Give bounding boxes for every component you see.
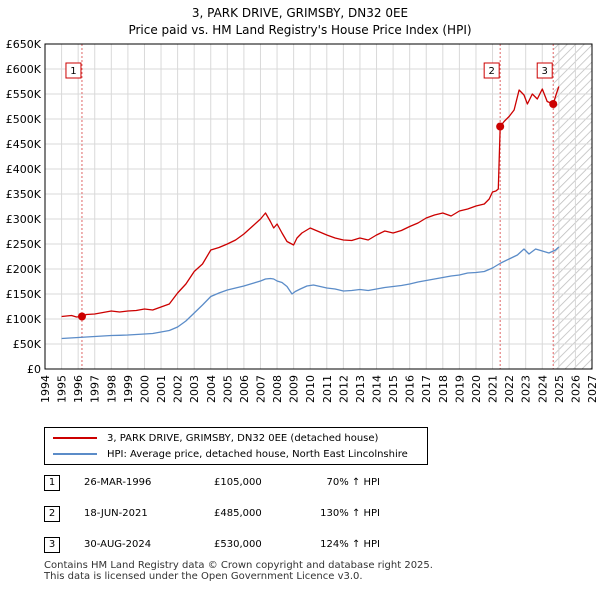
x-tick-label: 2013 — [354, 375, 367, 403]
x-tick-label: 2026 — [569, 375, 582, 403]
x-tick-label: 2010 — [304, 375, 317, 403]
future-region — [553, 44, 592, 369]
hpi-line — [61, 246, 560, 340]
legend-swatch-property — [53, 437, 97, 439]
x-tick-label: 1998 — [105, 375, 118, 403]
x-tick-label: 2016 — [404, 375, 417, 403]
x-tick-label: 2009 — [288, 375, 301, 403]
transaction-number: 3 — [44, 537, 60, 553]
transaction-date: 30-AUG-2024 — [84, 539, 152, 550]
sale-label-number: 3 — [542, 66, 548, 77]
transaction-date: 18-JUN-2021 — [84, 508, 148, 519]
transaction-row: 2 18-JUN-2021 £485,000 130% ↑ HPI — [44, 505, 444, 525]
sale-label-box — [65, 62, 82, 79]
y-tick-label: £200K — [6, 263, 42, 276]
footer: Contains HM Land Registry data © Crown c… — [44, 560, 433, 582]
sale-label-box — [536, 62, 553, 79]
x-tick-label: 2001 — [155, 375, 168, 403]
transaction-date: 26-MAR-1996 — [84, 477, 152, 488]
y-tick-label: £0 — [27, 363, 41, 376]
y-tick-label: £600K — [6, 63, 42, 76]
transaction-hpi: 124% ↑ HPI — [320, 539, 380, 550]
transaction-price: £485,000 — [214, 508, 262, 519]
y-tick-label: £450K — [6, 138, 42, 151]
x-tick-label: 1995 — [56, 375, 69, 403]
y-tick-label: £250K — [6, 238, 42, 251]
chart-title: 3, PARK DRIVE, GRIMSBY, DN32 0EE — [191, 6, 409, 20]
x-tick-label: 2027 — [586, 375, 599, 403]
y-tick-label: £300K — [6, 213, 42, 226]
x-tick-label: 2015 — [387, 375, 400, 403]
legend-item-property: 3, PARK DRIVE, GRIMSBY, DN32 0EE (detach… — [53, 430, 378, 446]
footer-copyright: Contains HM Land Registry data © Crown c… — [44, 560, 433, 571]
x-tick-label: 2003 — [188, 375, 201, 403]
y-tick-label: £400K — [6, 163, 42, 176]
y-tick-label: £100K — [6, 313, 42, 326]
x-tick-label: 2012 — [337, 375, 350, 403]
x-tick-label: 2007 — [254, 375, 267, 403]
sale-point — [549, 100, 558, 108]
legend-swatch-hpi — [53, 453, 97, 455]
x-tick-label: 2017 — [420, 375, 433, 403]
y-tick-label: £650K — [6, 38, 42, 51]
y-tick-label: £50K — [13, 338, 42, 351]
x-tick-label: 2024 — [536, 375, 549, 403]
sale-label-box — [483, 62, 500, 79]
x-tick-label: 2008 — [271, 375, 284, 403]
x-tick-label: 2019 — [453, 375, 466, 403]
price-chart: £0 £50K £100K £150K £200K £250K £300K £350K £400… — [6, 38, 599, 403]
transaction-row: 1 26-MAR-1996 £105,000 70% ↑ HPI — [44, 474, 444, 494]
transaction-row: 3 30-AUG-2024 £530,000 124% ↑ HPI — [44, 536, 444, 556]
x-tick-label: 2020 — [470, 375, 483, 403]
legend-label-hpi: HPI: Average price, detached house, Nort… — [107, 448, 408, 460]
x-tick-label: 2011 — [321, 375, 334, 403]
x-tick-label: 1997 — [89, 375, 102, 403]
sale-label-number: 1 — [70, 66, 76, 77]
transaction-number: 1 — [44, 475, 60, 491]
transaction-number: 2 — [44, 506, 60, 522]
x-tick-label: 2004 — [205, 375, 218, 403]
sale-label-number: 2 — [488, 66, 494, 77]
x-tick-label: 2022 — [503, 375, 516, 403]
transaction-price: £530,000 — [214, 539, 262, 550]
y-tick-label: £500K — [6, 113, 42, 126]
y-tick-label: £550K — [6, 88, 42, 101]
transaction-price: £105,000 — [214, 477, 262, 488]
legend-label-property: 3, PARK DRIVE, GRIMSBY, DN32 0EE (detach… — [107, 432, 379, 444]
footer-license: This data is licensed under the Open Gov… — [44, 571, 363, 582]
x-tick-label: 2000 — [138, 375, 151, 403]
x-tick-label: 2006 — [238, 375, 251, 403]
x-tick-label: 1999 — [122, 375, 135, 403]
y-tick-label: £150K — [6, 288, 42, 301]
x-tick-label: 2025 — [553, 375, 566, 403]
x-tick-label: 1994 — [39, 375, 52, 403]
x-tick-label: 2018 — [437, 375, 450, 403]
y-tick-label: £350K — [6, 188, 42, 201]
sale-point — [496, 122, 505, 131]
x-tick-label: 2021 — [487, 375, 500, 403]
transaction-hpi: 70% ↑ HPI — [326, 477, 380, 488]
x-tick-label: 2005 — [221, 375, 234, 403]
legend: 3, PARK DRIVE, GRIMSBY, DN32 0EE (detach… — [44, 427, 428, 465]
legend-item-hpi: HPI: Average price, detached house, Nort… — [53, 446, 408, 462]
transaction-hpi: 130% ↑ HPI — [320, 508, 380, 519]
sale-point — [77, 312, 86, 321]
chart-subtitle: Price paid vs. HM Land Registry's House … — [128, 23, 472, 37]
plot-frame — [44, 43, 593, 370]
x-tick-label: 2014 — [371, 375, 384, 403]
x-tick-label: 1996 — [72, 375, 85, 403]
x-tick-label: 2023 — [520, 375, 533, 403]
x-tick-label: 2002 — [172, 375, 185, 403]
